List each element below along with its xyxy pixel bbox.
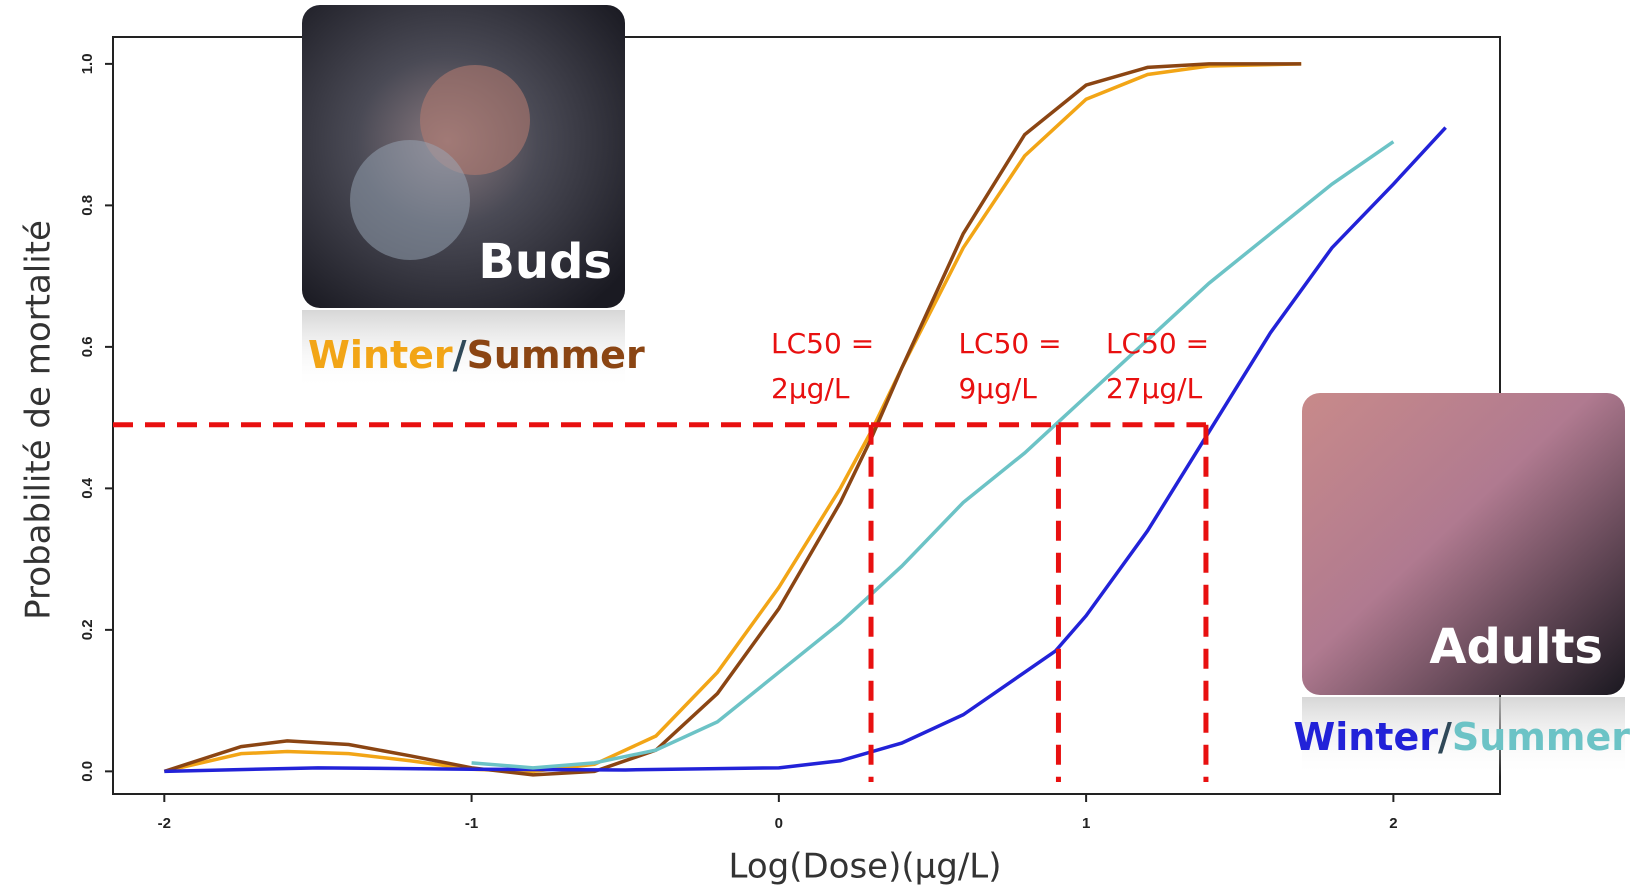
y-tick-label: 0.6 (79, 336, 96, 357)
x-tick-label: 2 (1389, 815, 1397, 832)
legend: Winter/Summer (1293, 715, 1630, 759)
legend-separator: / (1438, 715, 1452, 759)
x-axis-title: Log(Dose)(µg/L) (728, 847, 1001, 887)
lc50-label: LC50 = (958, 327, 1061, 360)
legend-entry: Summer (1452, 715, 1630, 759)
lc50-label: LC50 = (771, 327, 874, 360)
legend-entry: Winter (1293, 715, 1438, 759)
y-axis-title: Probabilité de mortalité (19, 220, 59, 620)
photo-label: Adults (1429, 619, 1603, 675)
lc50-label: LC50 = (1106, 327, 1209, 360)
series-line (164, 126, 1447, 774)
legend-separator: / (453, 333, 467, 377)
y-tick-label: 0.8 (79, 195, 96, 216)
photo-reflection (302, 310, 625, 390)
lc50-label: 2µg/L (771, 372, 850, 405)
y-tick-label: 1.0 (79, 53, 96, 74)
legend-entry: Summer (467, 333, 645, 377)
photo-label: Buds (478, 234, 612, 290)
series-line (471, 140, 1395, 770)
legend: Winter/Summer (308, 333, 645, 377)
photo-reflection (1302, 697, 1625, 777)
photo-detail (350, 140, 470, 260)
lc50-label: 9µg/L (958, 372, 1037, 405)
legend-entry: Winter (308, 333, 453, 377)
x-tick-label: 0 (775, 815, 783, 832)
y-tick-label: 0.2 (79, 619, 96, 640)
lc50-label: 27µg/L (1106, 372, 1203, 405)
series-line (163, 62, 1302, 774)
y-tick-label: 0.4 (79, 477, 96, 499)
x-tick-label: -1 (465, 815, 478, 832)
adults-photo (1302, 393, 1625, 695)
series-line (163, 62, 1302, 777)
x-tick-label: 1 (1082, 815, 1090, 832)
photo-detail (420, 65, 530, 175)
x-tick-label: -2 (158, 815, 171, 832)
y-tick-label: 0.0 (79, 761, 96, 782)
